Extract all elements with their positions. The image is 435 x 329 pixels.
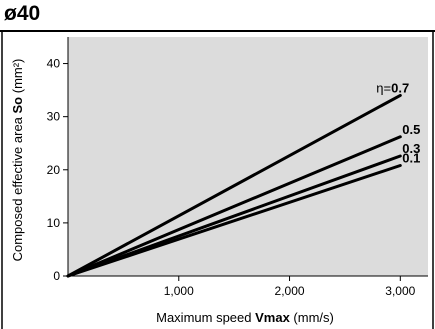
x-axis-label-pre: Maximum speed [156, 310, 255, 325]
series-line-0-1 [66, 164, 402, 278]
x-axis-label: Maximum speed Vmax (mm/s) [156, 310, 334, 325]
series-label-0-3: 0.3 [402, 141, 420, 156]
series-line-0-7 [66, 93, 402, 278]
title-rule [0, 30, 435, 32]
series-label-0-7: η=0.7 [376, 80, 409, 95]
series-line-0-5 [66, 135, 402, 278]
series-label-prefix: η= [376, 80, 391, 95]
series-label-value: 0.1 [402, 151, 420, 166]
y-tick-label: 0 [53, 269, 60, 283]
x-tick-label: 3,000 [385, 284, 415, 298]
y-tick-label: 40 [47, 57, 61, 71]
y-tick-label: 20 [47, 163, 61, 177]
series-label-0-1: 0.1 [402, 151, 420, 166]
y-axis-label-post: (mm²) [10, 59, 25, 97]
y-axis-label: Composed effective area So (mm²) [10, 59, 25, 262]
y-tick-label: 30 [47, 110, 61, 124]
outer-frame [1, 31, 434, 329]
series-label-value: 0.3 [402, 141, 420, 156]
x-axis-label-post: (mm/s) [290, 310, 334, 325]
series-label-value: 0.5 [402, 122, 420, 137]
series-label-value: 0.7 [391, 80, 409, 95]
series-label-0-5: 0.5 [402, 122, 420, 137]
y-axis-label-pre: Composed effective area [10, 113, 25, 261]
x-axis-label-bold: Vmax [255, 310, 290, 325]
series-line-0-3 [66, 154, 402, 278]
y-axis-label-bold: So [10, 97, 25, 114]
x-tick-label: 2,000 [275, 284, 305, 298]
x-tick-label: 1,000 [164, 284, 194, 298]
chart-title: ø40 [4, 2, 41, 25]
plot-area [68, 37, 428, 276]
y-tick-label: 10 [47, 216, 61, 230]
